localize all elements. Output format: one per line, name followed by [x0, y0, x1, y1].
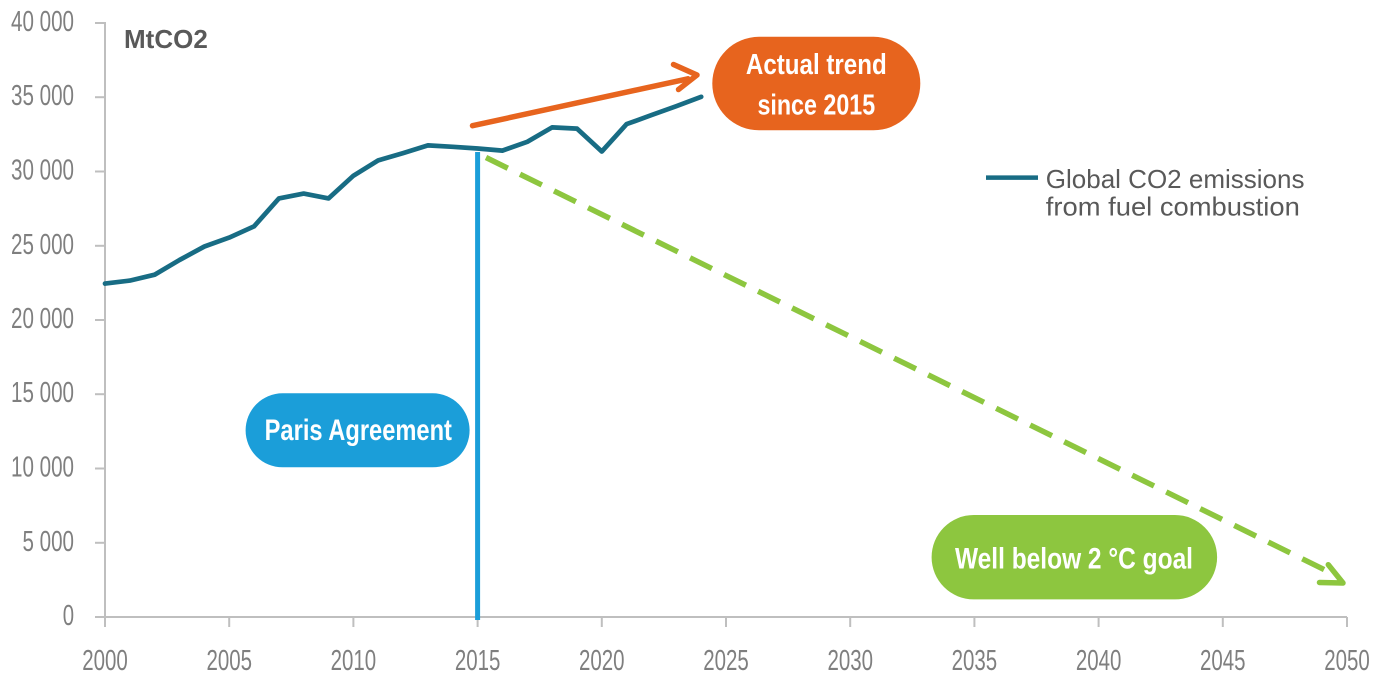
svg-text:2020: 2020	[579, 645, 625, 677]
svg-text:40 000: 40 000	[11, 6, 74, 38]
svg-text:2005: 2005	[206, 645, 252, 677]
svg-text:2045: 2045	[1200, 645, 1246, 677]
svg-text:30 000: 30 000	[11, 155, 74, 187]
svg-text:Paris Agreement: Paris Agreement	[265, 414, 452, 447]
svg-text:since 2015: since 2015	[757, 90, 875, 122]
svg-text:2025: 2025	[703, 645, 749, 677]
svg-text:2050: 2050	[1324, 645, 1370, 677]
svg-text:Actual trend: Actual trend	[746, 49, 887, 81]
svg-text:2000: 2000	[82, 645, 128, 677]
svg-text:0: 0	[63, 600, 74, 632]
svg-text:10 000: 10 000	[11, 452, 74, 484]
svg-text:35 000: 35 000	[11, 80, 74, 112]
svg-text:5 000: 5 000	[23, 526, 75, 558]
svg-text:Well below 2 °C goal: Well below 2 °C goal	[955, 542, 1193, 575]
svg-text:2035: 2035	[952, 645, 998, 677]
svg-text:2015: 2015	[455, 645, 501, 677]
svg-text:MtCO2: MtCO2	[124, 24, 208, 54]
svg-text:Global CO2 emissions: Global CO2 emissions	[1046, 164, 1305, 194]
svg-text:20 000: 20 000	[11, 303, 74, 335]
svg-text:2010: 2010	[331, 645, 377, 677]
svg-text:2030: 2030	[827, 645, 873, 677]
svg-text:2040: 2040	[1076, 645, 1122, 677]
svg-text:25 000: 25 000	[11, 229, 74, 261]
svg-text:from fuel combustion: from fuel combustion	[1046, 192, 1300, 222]
svg-text:15 000: 15 000	[11, 377, 74, 409]
